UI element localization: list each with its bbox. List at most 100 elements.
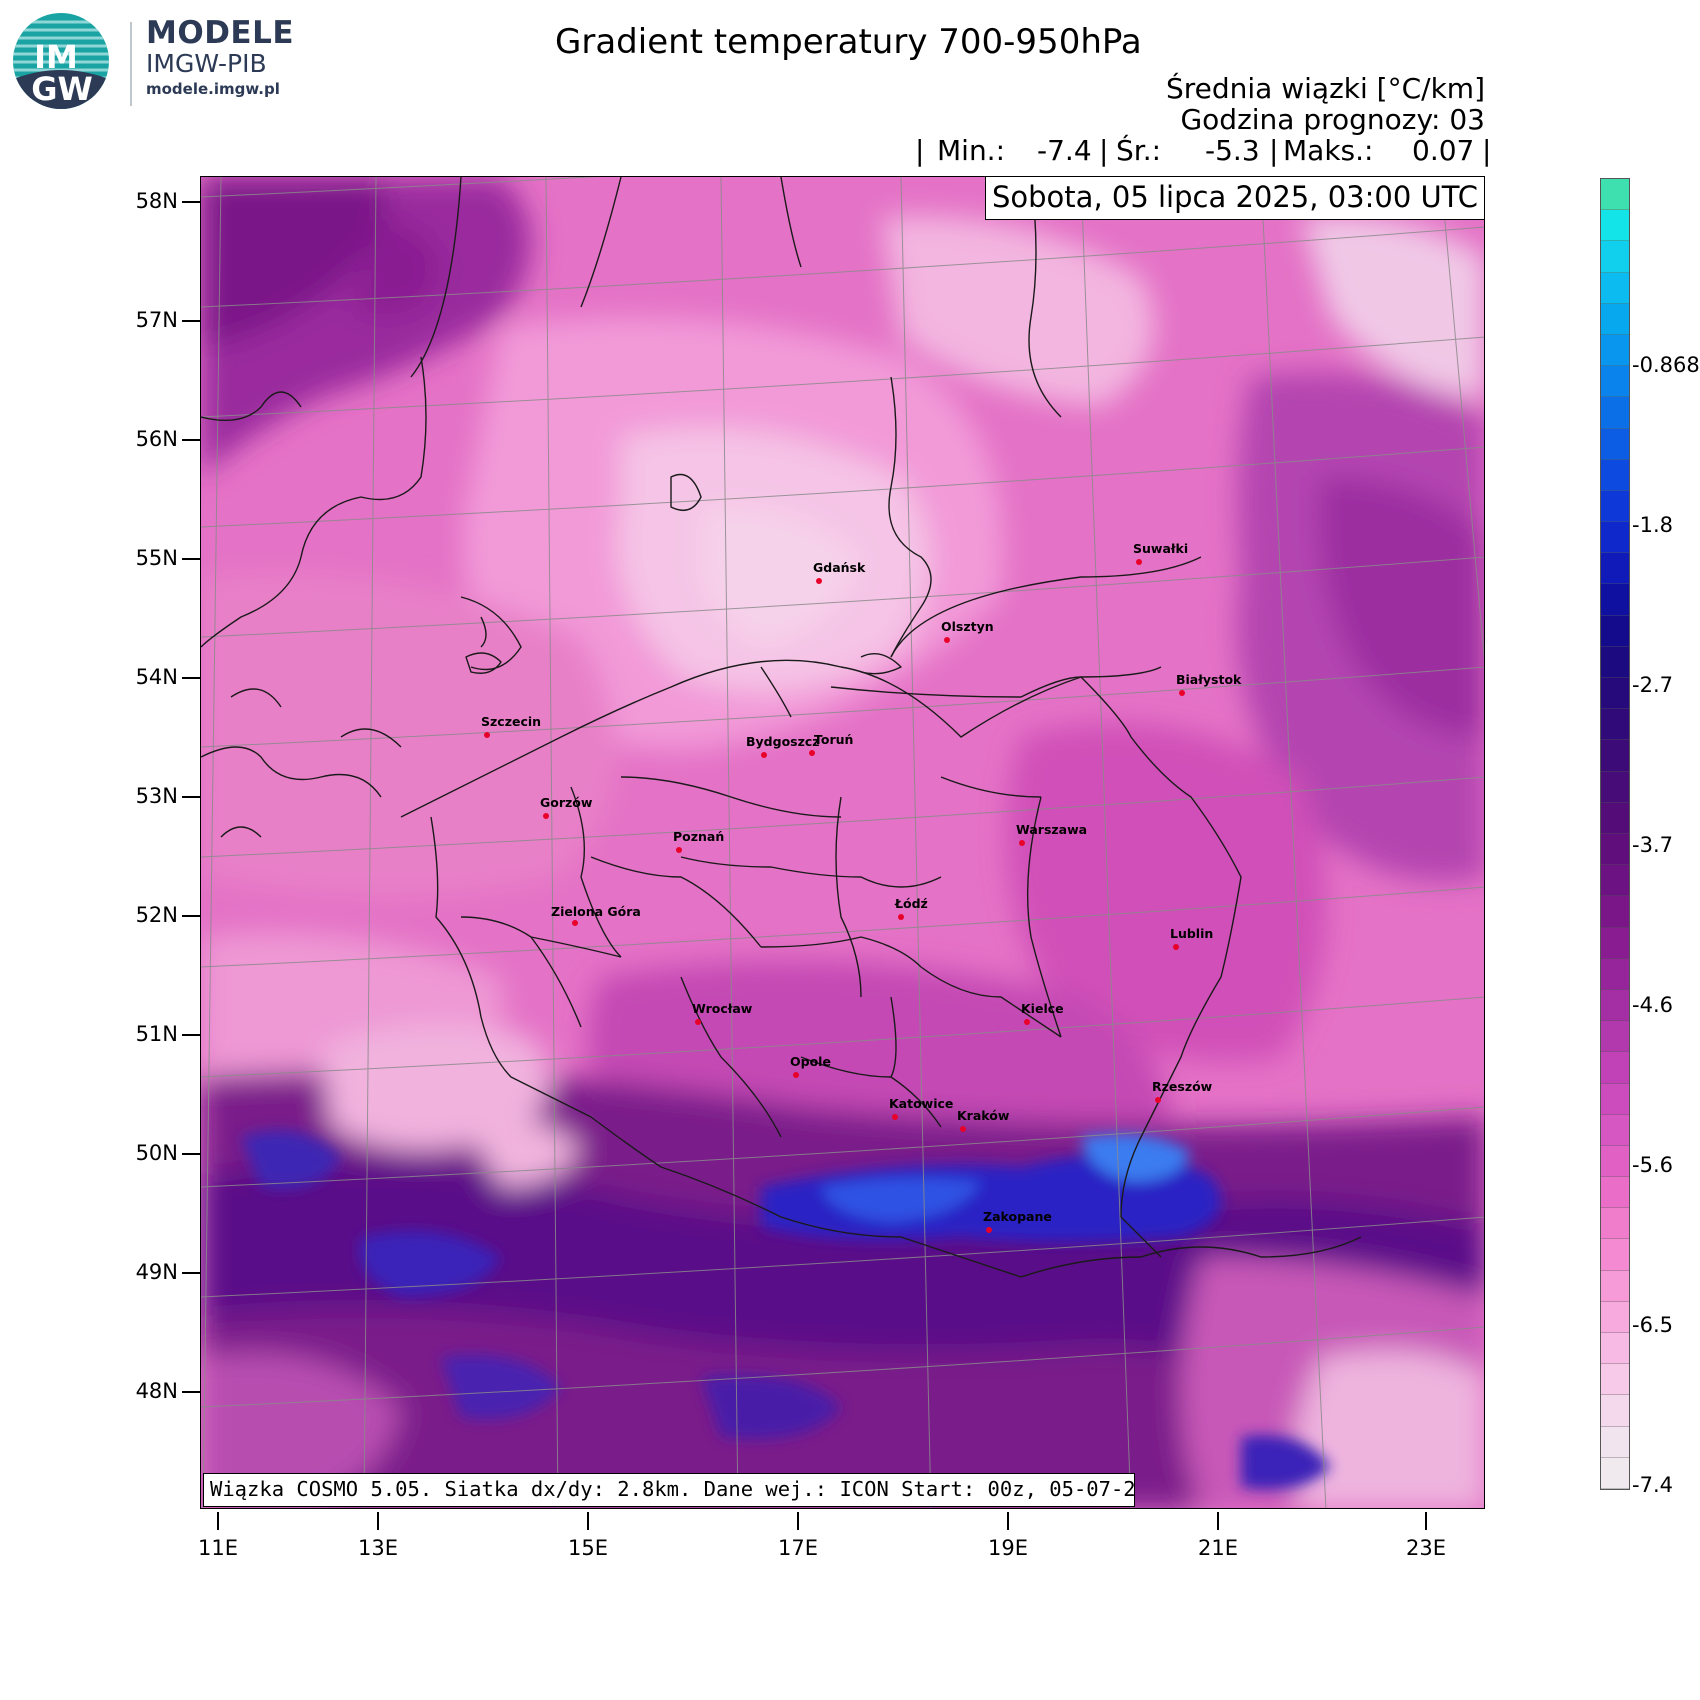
lon-label: 21E (1198, 1536, 1238, 1560)
city-marker[interactable]: Kielce (1021, 1001, 1064, 1025)
colorbar-tick-label: -3.7 (1632, 833, 1673, 857)
lon-tick (1425, 1512, 1427, 1530)
colorbar-segment (1601, 646, 1629, 679)
city-marker[interactable]: Katowice (889, 1096, 953, 1120)
city-marker[interactable]: Warszawa (1016, 822, 1087, 846)
colorbar-segment (1601, 1395, 1629, 1427)
lat-label: 56N (135, 427, 178, 451)
colorbar-segment (1601, 1021, 1629, 1053)
city-label: Gdańsk (813, 560, 866, 575)
colorbar-segment (1601, 1145, 1629, 1178)
lon-tick (587, 1512, 589, 1530)
city-label: Kielce (1021, 1001, 1064, 1016)
city-dot (986, 1227, 992, 1233)
lat-tick (182, 915, 200, 917)
city-dot (793, 1072, 799, 1078)
city-marker[interactable]: Wrocław (692, 1001, 753, 1025)
stats-sep: | (1099, 134, 1109, 167)
city-marker[interactable]: Łódź (894, 896, 928, 920)
colorbar-segment (1601, 865, 1629, 897)
stats-min-label: Min.: (937, 134, 1006, 167)
forecast-date: Sobota, 05 lipca 2025, 03:00 UTC (985, 176, 1485, 220)
colorbar-segment (1601, 709, 1629, 741)
city-marker[interactable]: Szczecin (481, 714, 541, 738)
colorbar-segment (1601, 584, 1629, 616)
city-dot (1173, 944, 1179, 950)
city-label: Szczecin (481, 714, 541, 729)
colorbar-segment (1601, 366, 1629, 398)
colorbar-tick-label: -1.8 (1632, 513, 1673, 537)
city-dot (761, 752, 767, 758)
city-label: Białystok (1176, 672, 1242, 687)
city-marker[interactable]: Poznań (673, 829, 724, 853)
city-marker[interactable]: Zielona Góra (551, 904, 641, 926)
colorbar-tick-label: -4.6 (1632, 993, 1673, 1017)
city-dot (484, 732, 490, 738)
lat-label: 48N (135, 1379, 178, 1403)
forecast-hour: Godzina prognozy: 03 (1180, 103, 1485, 136)
colorbar-segment (1601, 1177, 1629, 1209)
city-marker[interactable]: Kraków (957, 1108, 1010, 1132)
city-marker[interactable]: Białystok (1176, 672, 1242, 696)
logo-title: MODELE (146, 15, 295, 51)
lon-tick (1217, 1512, 1219, 1530)
city-marker[interactable]: Olsztyn (941, 619, 994, 643)
colorbar-segment (1601, 522, 1629, 554)
city-label: Rzeszów (1152, 1079, 1213, 1094)
colorbar-segment (1601, 428, 1629, 460)
colorbar-tick-label: -6.5 (1632, 1313, 1673, 1337)
city-label: Toruń (814, 732, 853, 747)
logo-url[interactable]: modele.imgw.pl (146, 80, 280, 98)
city-dot (543, 813, 549, 819)
city-marker[interactable]: Opole (790, 1054, 831, 1078)
lat-tick (182, 1272, 200, 1274)
city-dot (898, 914, 904, 920)
city-label: Wrocław (692, 1001, 753, 1016)
city-dot (572, 920, 578, 926)
city-dot (809, 750, 815, 756)
model-info: Wiązka COSMO 5.05. Siatka dx/dy: 2.8km. … (203, 1473, 1135, 1507)
colorbar-segment (1601, 1239, 1629, 1271)
city-marker[interactable]: Gorzów (540, 795, 593, 819)
colorbar (1600, 178, 1630, 1490)
lat-label: 57N (135, 308, 178, 332)
colorbar-segment (1601, 615, 1629, 647)
lon-label: 19E (988, 1536, 1028, 1560)
city-label: Opole (790, 1054, 831, 1069)
lat-label: 50N (135, 1141, 178, 1165)
colorbar-tick-label: -5.6 (1632, 1153, 1673, 1177)
city-marker[interactable]: Suwałki (1133, 541, 1188, 565)
logo-text: MODELE IMGW-PIB modele.imgw.pl (146, 16, 294, 100)
colorbar-segment (1601, 179, 1629, 211)
stats-mean-value: -5.3 (1205, 134, 1260, 167)
logo-divider (130, 22, 132, 106)
colorbar-segment (1601, 334, 1629, 367)
lat-tick (182, 796, 200, 798)
stats-sep: | (1269, 134, 1279, 167)
lat-tick (182, 677, 200, 679)
lon-label: 11E (198, 1536, 238, 1560)
colorbar-segment (1601, 1052, 1629, 1084)
lon-tick (1007, 1512, 1009, 1530)
city-label: Zakopane (983, 1209, 1052, 1224)
lat-tick (182, 1034, 200, 1036)
colorbar-segment (1601, 303, 1629, 335)
colorbar-segment (1601, 210, 1629, 242)
map-panel[interactable]: Gdańsk Olsztyn Suwałki Białystok Szczecin Byd… (200, 176, 1485, 1509)
lat-tick (182, 1391, 200, 1393)
city-dot (695, 1019, 701, 1025)
colorbar-segment (1601, 1208, 1629, 1240)
city-label: Suwałki (1133, 541, 1188, 556)
colorbar-segment (1601, 459, 1629, 491)
city-marker[interactable]: Zakopane (983, 1209, 1052, 1233)
unit-line: Średnia wiązki [°C/km] (1165, 72, 1485, 105)
city-marker[interactable]: Bydgoszcz (746, 734, 820, 758)
city-label: Warszawa (1016, 822, 1087, 837)
city-marker[interactable]: Lublin (1170, 926, 1213, 950)
city-marker[interactable]: Toruń (809, 732, 853, 756)
colorbar-segment (1601, 1426, 1629, 1458)
city-marker[interactable]: Gdańsk (813, 560, 866, 584)
svg-text:GW: GW (31, 70, 93, 108)
temperature-gradient-map: Gdańsk Olsztyn Suwałki Białystok Szczecin Byd… (201, 177, 1484, 1508)
city-marker[interactable]: Rzeszów (1152, 1079, 1213, 1103)
